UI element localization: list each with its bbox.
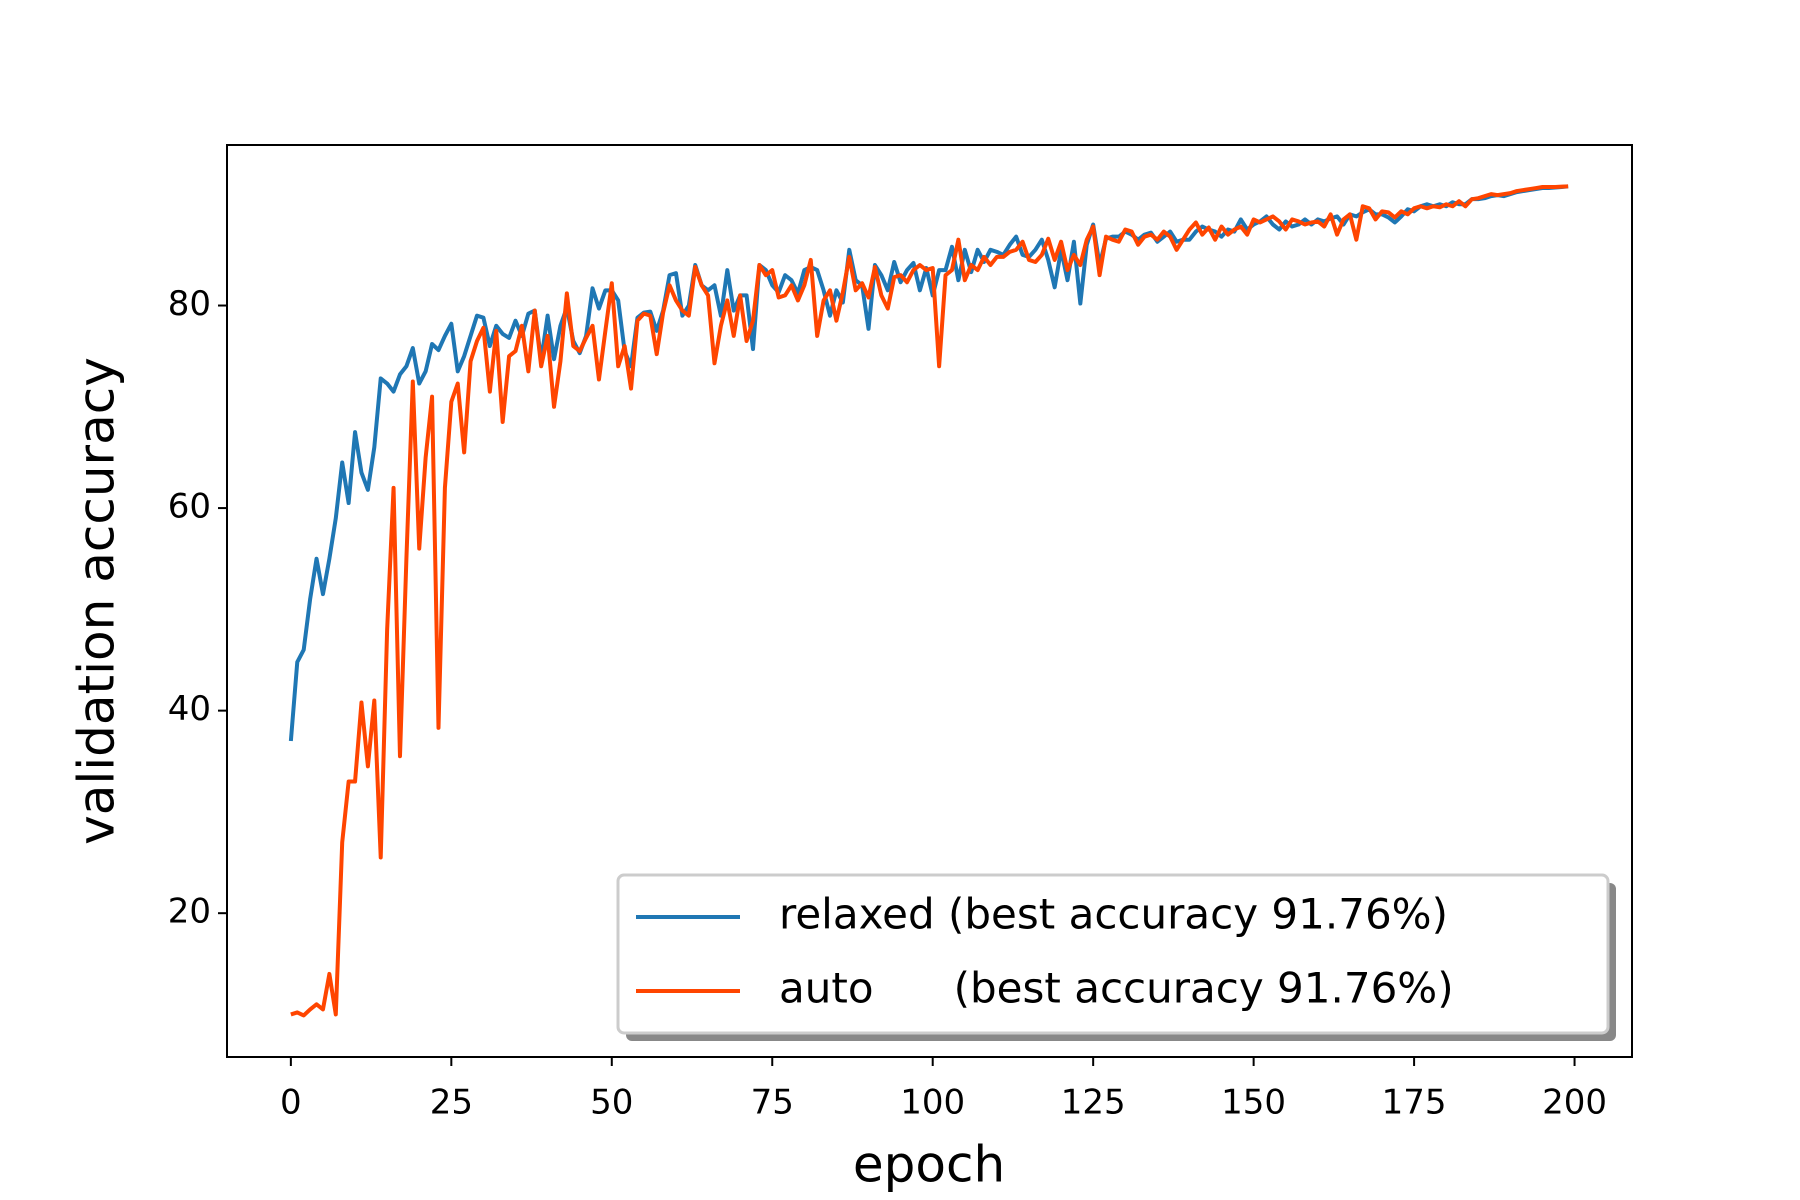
- x-tick-label: 125: [1061, 1083, 1126, 1123]
- x-tick-label: 50: [590, 1083, 633, 1123]
- legend-label: auto (best accuracy 91.76%): [779, 964, 1454, 1013]
- x-tick-label: 150: [1221, 1083, 1286, 1123]
- plot-area: [288, 184, 1569, 1018]
- x-tick-label: 25: [430, 1083, 473, 1123]
- legend-box: [616, 873, 1610, 1035]
- y-axis-label: validation accuracy: [68, 357, 126, 845]
- y-tick-label: 80: [168, 284, 211, 324]
- axes-frame: [226, 144, 1633, 1058]
- y-tick-label: 40: [168, 689, 211, 729]
- x-axis-label: epoch: [853, 1136, 1005, 1194]
- x-tick-label: 100: [900, 1083, 965, 1123]
- legend-label: relaxed (best accuracy 91.76%): [779, 890, 1448, 939]
- x-tick-label: 200: [1542, 1083, 1607, 1123]
- x-tick-label: 175: [1382, 1083, 1447, 1123]
- data-line: [290, 184, 1569, 1018]
- y-tick-label: 60: [168, 487, 211, 527]
- y-tick-label: 20: [168, 892, 211, 932]
- data-line: [288, 184, 1569, 742]
- x-tick-label: 0: [280, 1083, 302, 1123]
- x-tick-label: 75: [751, 1083, 794, 1123]
